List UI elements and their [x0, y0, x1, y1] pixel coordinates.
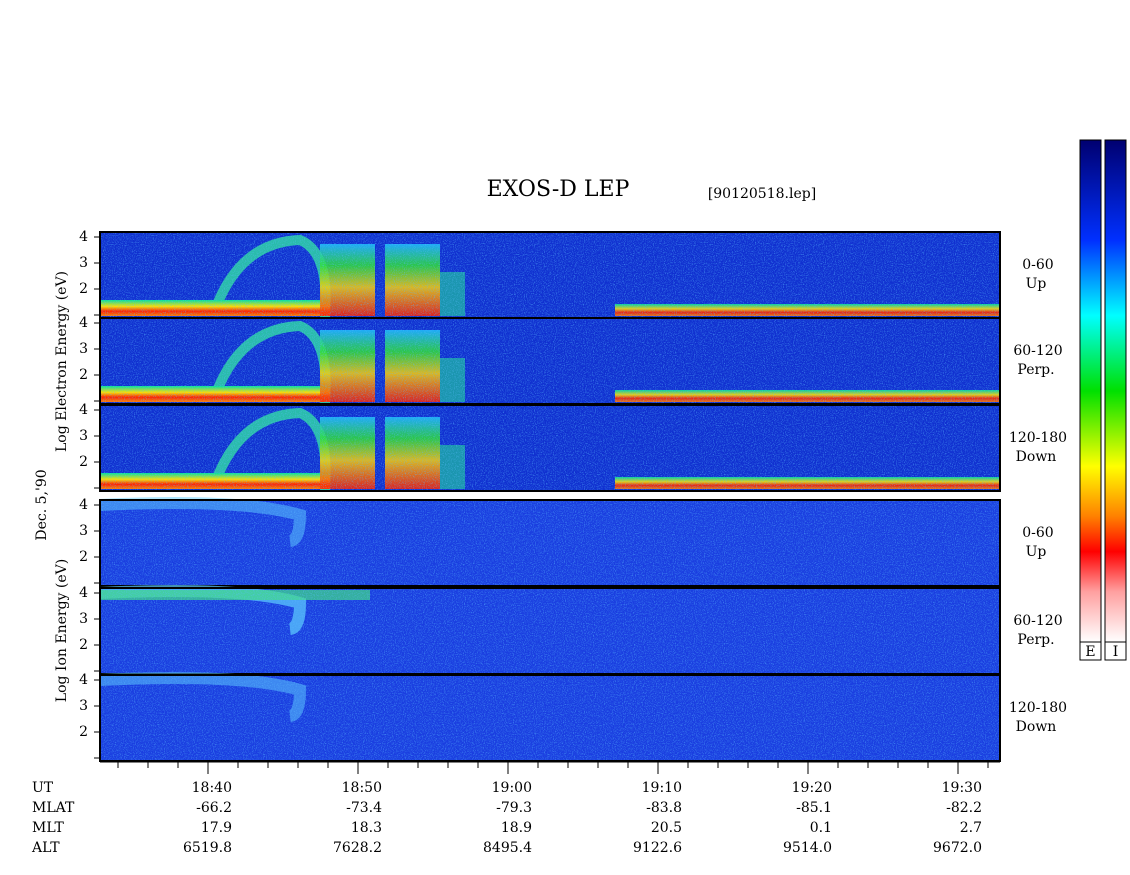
direction-label: Perp. — [1017, 632, 1054, 648]
row-value: -82.2 — [946, 800, 982, 816]
y-tick-label: 2 — [79, 724, 88, 740]
row-value: -85.1 — [796, 800, 832, 816]
row-value: 0.1 — [810, 820, 832, 836]
y-tick-label: 3 — [79, 611, 88, 627]
y-tick-label: 3 — [79, 255, 88, 271]
row-name: UT — [32, 780, 54, 796]
direction-label: Up — [1026, 544, 1047, 560]
date: Dec. 5,'90 — [34, 469, 50, 540]
title: EXOS-D LEP — [487, 177, 630, 202]
row-value: 7628.2 — [333, 840, 382, 856]
colorbar-label-box — [1079, 641, 1102, 661]
colorbar-label-box — [1104, 641, 1127, 661]
y-tick-label: 4 — [79, 672, 88, 688]
y-tick-label: 3 — [79, 523, 88, 539]
row-value: -73.4 — [346, 800, 382, 816]
row-value: 19:00 — [492, 780, 532, 796]
y-tick-label: 3 — [79, 428, 88, 444]
y-tick-label: 2 — [79, 637, 88, 653]
row-value: 18.9 — [501, 820, 532, 836]
row-value: 9514.0 — [783, 840, 832, 856]
y-tick-label: 2 — [79, 454, 88, 470]
y-tick-label: 4 — [79, 229, 88, 245]
row-value: 20.5 — [651, 820, 682, 836]
row-value: 6519.8 — [183, 840, 232, 856]
y-tick-label: 2 — [79, 549, 88, 565]
noise — [100, 675, 1000, 761]
row-name: MLT — [32, 820, 64, 836]
row-value: -79.3 — [496, 800, 532, 816]
row-value: 19:20 — [792, 780, 832, 796]
row-value: -66.2 — [196, 800, 232, 816]
row-value: 18:40 — [192, 780, 232, 796]
row-name: MLAT — [32, 800, 75, 816]
noise — [100, 405, 1000, 491]
noise — [100, 500, 1000, 586]
direction-label: Up — [1026, 276, 1047, 292]
angle-label: 0-60 — [1022, 257, 1053, 273]
y-tick-label: 3 — [79, 698, 88, 714]
panel-frame — [99, 404, 1001, 492]
noise — [100, 318, 1000, 404]
row-value: 9122.6 — [633, 840, 682, 856]
direction-label: Perp. — [1017, 362, 1054, 378]
angle-label: 0-60 — [1022, 525, 1053, 541]
y-tick-label: 2 — [79, 281, 88, 297]
y-tick-label: 4 — [79, 497, 88, 513]
colorbar — [1079, 139, 1102, 643]
row-value: 9672.0 — [933, 840, 982, 856]
row-value: 17.9 — [201, 820, 232, 836]
row-value: 18:50 — [342, 780, 382, 796]
direction-label: Down — [1016, 719, 1057, 735]
angle-label: 60-120 — [1013, 613, 1062, 629]
row-value: 2.7 — [960, 820, 982, 836]
row-value: 19:30 — [942, 780, 982, 796]
colorbar-label: E — [1085, 644, 1095, 660]
colorbar-label: I — [1113, 644, 1119, 660]
row-value: 19:10 — [642, 780, 682, 796]
angle-label: 60-120 — [1013, 343, 1062, 359]
file-name: [90120518.lep] — [708, 186, 816, 202]
row-name: ALT — [31, 840, 60, 856]
row-value: 18.3 — [351, 820, 382, 836]
group-label: Log Ion Energy (eV) — [54, 559, 70, 702]
y-tick-label: 2 — [79, 367, 88, 383]
angle-label: 120-180 — [1009, 430, 1067, 446]
y-tick-label: 3 — [79, 341, 88, 357]
y-tick-label: 4 — [79, 402, 88, 418]
noise — [100, 232, 1000, 318]
y-tick-label: 4 — [79, 585, 88, 601]
direction-label: Down — [1016, 449, 1057, 465]
group-label: Log Electron Energy (eV) — [54, 271, 70, 452]
panel-frame — [99, 674, 1001, 762]
y-tick-label: 4 — [79, 315, 88, 331]
colorbar — [1104, 139, 1127, 643]
noise — [100, 588, 1000, 674]
panel-frame — [99, 499, 1001, 587]
row-value: -83.8 — [646, 800, 682, 816]
angle-label: 120-180 — [1009, 700, 1067, 716]
row-value: 8495.4 — [483, 840, 532, 856]
